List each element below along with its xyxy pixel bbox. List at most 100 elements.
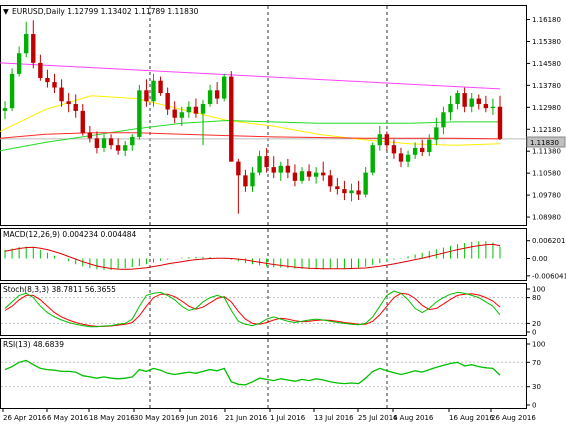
rsi-tick-label: 100 xyxy=(532,341,545,349)
candle-body xyxy=(73,104,78,111)
macd-tick-label: 0.006201 xyxy=(532,237,565,245)
candle-body xyxy=(349,190,354,194)
candle-body xyxy=(101,138,107,148)
macd-tick-label: 0.00 xyxy=(532,255,548,263)
price-tick-label: 1.16180 xyxy=(532,16,561,24)
candle-body xyxy=(200,104,206,114)
dropdown-arrow-icon[interactable]: ▼ xyxy=(3,7,9,16)
candle-body xyxy=(497,106,503,139)
ma-green-line xyxy=(0,119,500,152)
candle-body xyxy=(434,127,439,140)
price-panel xyxy=(0,5,527,226)
candle-body xyxy=(299,171,305,181)
stoch-tick-label: 0 xyxy=(532,329,536,337)
candle-body xyxy=(243,175,248,187)
candle-body xyxy=(172,109,177,118)
time-tick-label: 6 May 2016 xyxy=(47,414,89,422)
candle-body xyxy=(313,172,319,177)
macd-signal-line xyxy=(4,243,501,270)
candle-body xyxy=(222,76,227,99)
price-tick-label: 1.14580 xyxy=(532,60,561,68)
candle-body xyxy=(285,165,291,173)
candle-body xyxy=(2,108,8,111)
time-tick-label: 13 Jul 2016 xyxy=(314,414,354,422)
candle-body xyxy=(250,172,255,187)
candle-body xyxy=(342,189,347,194)
candle-body xyxy=(335,186,340,190)
candle-body xyxy=(321,172,326,176)
candle-body xyxy=(87,132,93,139)
candle-body xyxy=(278,165,283,173)
stoch-main-line xyxy=(4,290,501,328)
time-axis: 26 Apr 2016 6 May 2016 18 May 2016 30 May 2… xyxy=(2,408,536,422)
candle-body xyxy=(45,77,50,83)
candle-body xyxy=(292,172,298,181)
macd-label: MACD(12,26,9) 0.004234 0.004484 xyxy=(3,230,137,239)
candle-body xyxy=(384,134,390,146)
candle-body xyxy=(186,106,192,113)
candle-body xyxy=(455,93,460,105)
time-tick-label: 4 Aug 2016 xyxy=(393,414,434,422)
candle-body xyxy=(420,147,425,153)
candlestick-series xyxy=(2,20,503,214)
symbol-header: EURUSD,Daily 1.12799 1.13402 1.11789 1.1… xyxy=(12,7,199,16)
time-tick-label: 18 May 2016 xyxy=(89,414,135,422)
ma-magenta-line xyxy=(0,62,501,90)
candle-body xyxy=(165,93,170,110)
candle-body xyxy=(158,80,163,94)
time-tick-label: 9 Jun 2016 xyxy=(180,414,218,422)
price-axis: 1.16180 1.15380 1.14580 1.13780 1.12980 1.121… xyxy=(526,16,561,222)
candle-body xyxy=(264,156,269,168)
candle-body xyxy=(462,93,467,107)
ma-yellow-line xyxy=(0,95,501,146)
candle-body xyxy=(490,106,496,109)
macd-tick-label: -0.006041 xyxy=(532,272,566,280)
time-tick-label: 26 Apr 2016 xyxy=(3,414,47,422)
candle-body xyxy=(483,104,489,109)
time-tick-label: 21 Jun 2016 xyxy=(225,414,268,422)
stoch-tick-label: 100 xyxy=(532,286,545,294)
price-tick-label: 1.11380 xyxy=(532,148,561,156)
time-tick-label: 25 Jul 2016 xyxy=(358,414,398,422)
candle-body xyxy=(38,62,43,78)
current-price-label: 1.11830 xyxy=(530,139,559,147)
candle-body xyxy=(214,90,220,99)
candle-body xyxy=(123,145,128,151)
candle-body xyxy=(179,112,184,118)
price-tick-label: 1.13780 xyxy=(532,82,561,90)
candle-body xyxy=(236,161,241,176)
candle-body xyxy=(207,90,213,105)
candle-body xyxy=(108,138,114,146)
stoch-signal-line xyxy=(4,292,501,327)
candle-body xyxy=(356,190,361,195)
price-tick-label: 1.12180 xyxy=(532,126,561,134)
macd-series: 0.006201 0.00 -0.006041 xyxy=(4,237,566,280)
candle-body xyxy=(306,171,312,177)
candle-body xyxy=(52,82,57,88)
rsi-panel xyxy=(0,338,527,409)
ma-red-line xyxy=(0,132,501,140)
rsi-tick-label: 30 xyxy=(532,383,541,391)
time-tick-label: 16 Aug 2016 xyxy=(449,414,494,422)
candle-body xyxy=(391,145,397,154)
time-tick-label: 30 May 2016 xyxy=(134,414,180,422)
moving-averages xyxy=(0,62,501,152)
rsi-series: 100 70 30 0 xyxy=(1,341,545,410)
candle-body xyxy=(59,87,64,102)
price-tick-label: 1.09780 xyxy=(532,192,561,200)
candle-body xyxy=(412,147,418,155)
candle-body xyxy=(363,172,368,195)
stoch-label: Stoch(8,3,3) 38.7811 56.3655 xyxy=(3,285,116,294)
candle-body xyxy=(130,136,135,146)
current-price-box xyxy=(526,136,566,148)
candle-body xyxy=(328,175,333,187)
candle-body xyxy=(398,153,404,162)
candle-body xyxy=(9,73,15,109)
candle-body xyxy=(441,112,446,128)
stoch-tick-label: 80 xyxy=(532,294,541,302)
candle-body xyxy=(405,154,411,162)
candle-body xyxy=(257,156,262,173)
candle-body xyxy=(229,76,234,162)
candle-body xyxy=(193,106,199,114)
